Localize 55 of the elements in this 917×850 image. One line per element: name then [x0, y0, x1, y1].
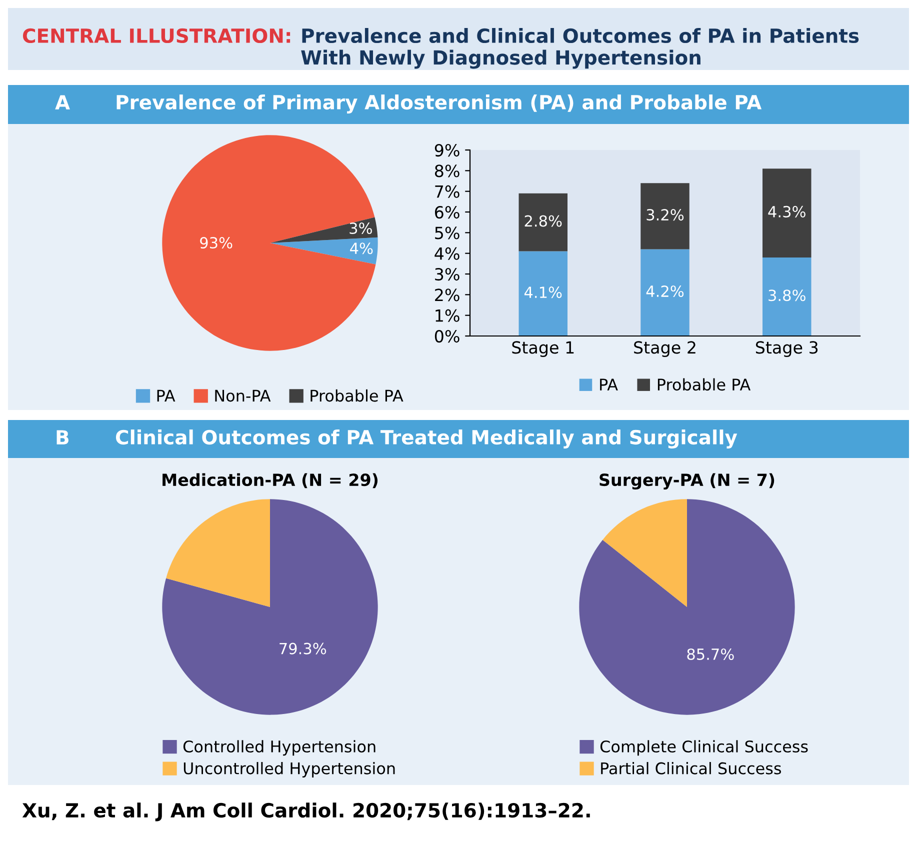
data-label: 93%: [200, 237, 232, 249]
bar: [640, 249, 690, 336]
bar: [640, 183, 690, 250]
x-tick-label: Stage 3: [756, 341, 818, 357]
data-label: 3.8%: [768, 290, 806, 302]
bar: [518, 193, 568, 252]
data-label: 3%: [350, 222, 372, 234]
data-label: 4.1%: [524, 286, 562, 298]
data-label: 79.3%: [280, 642, 326, 654]
data-label: 85.7%: [687, 648, 734, 660]
pie-slice: [270, 237, 378, 264]
bar: [518, 251, 568, 336]
bar: [762, 257, 812, 336]
legend-label: Probable PA: [310, 389, 404, 402]
bar: [762, 168, 812, 258]
text: B: [56, 430, 68, 444]
y-tick-label: 9%: [434, 144, 460, 157]
x-tick-label: Stage 1: [512, 341, 574, 357]
y-tick-label: 6%: [435, 206, 460, 219]
pie-slice: [166, 499, 270, 607]
legend-label: Uncontrolled Hypertension: [184, 762, 395, 778]
text: Xu, Z. et al. J Am Coll Cardiol. 2020;75(16):1913–22.: [22, 802, 590, 822]
text: CENTRAL ILLUSTRATION:: [22, 28, 290, 44]
legend-label: Probable PA: [658, 378, 751, 391]
data-label: 4.3%: [768, 206, 806, 218]
y-tick-label: 7%: [435, 185, 460, 198]
y-tick-label: 3%: [435, 268, 460, 281]
legend-label: PA: [157, 390, 176, 402]
y-tick-label: 1%: [436, 309, 460, 322]
text: Prevalence and Clinical Outcomes of PA in Patients With Newly Diagnosed Hypertension: [301, 28, 859, 69]
legend-label: Partial Clinical Success: [601, 762, 781, 774]
legend-label: Complete Clinical Success: [600, 740, 808, 756]
pie-slice: [579, 499, 795, 715]
y-tick-label: 5%: [435, 226, 460, 240]
pie-slice: [602, 499, 687, 607]
y-tick-label: 2%: [435, 288, 460, 302]
y-tick-label: 8%: [434, 164, 460, 178]
legend-label: Controlled Hypertension: [183, 740, 376, 756]
text: A: [55, 95, 70, 110]
y-tick-label: 4%: [434, 247, 460, 260]
text: Clinical Outcomes of PA Treated Medically and Surgically: [116, 430, 738, 448]
chart-title: Medication-PA (N = 29): [162, 473, 378, 488]
data-label: 4.2%: [646, 285, 684, 298]
pie-slice: [162, 499, 378, 715]
data-label: 2.8%: [524, 215, 562, 227]
pie-slice: [270, 217, 378, 243]
legend-label: PA: [600, 378, 618, 390]
data-label: 4%: [350, 242, 373, 254]
text: Prevalence of Primary Aldosteronism (PA) and Probable PA: [116, 94, 762, 114]
data-label: 3.2%: [646, 209, 684, 221]
legend-label: Non-PA: [215, 390, 271, 402]
x-tick-label: Stage 2: [634, 341, 696, 357]
pie-slice: [162, 135, 376, 351]
chart-title: Surgery-PA (N = 7): [600, 473, 774, 490]
y-tick-label: 0%: [434, 330, 460, 343]
